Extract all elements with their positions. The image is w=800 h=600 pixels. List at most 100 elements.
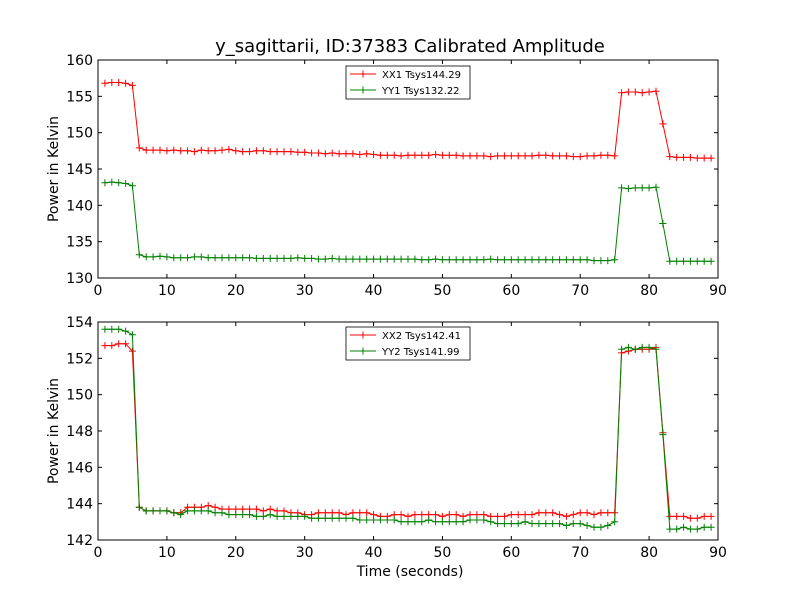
bottom-point-yy2 (397, 518, 405, 526)
top-point-xx1 (459, 152, 467, 160)
bottom-point-xx2 (680, 512, 688, 520)
top-point-xx1 (590, 152, 598, 160)
top-point-yy1 (184, 254, 192, 262)
top-point-yy1 (163, 253, 171, 261)
top-xtick-label: 60 (502, 283, 520, 299)
top-point-yy1 (349, 255, 357, 263)
bottom-point-yy2 (459, 518, 467, 526)
bottom-point-xx2 (686, 514, 694, 522)
bottom-point-yy2 (363, 516, 371, 524)
top-point-yy1 (666, 257, 674, 265)
bottom-point-xx2 (507, 511, 515, 519)
bottom-point-yy2 (618, 345, 626, 353)
bottom-point-yy2 (404, 518, 412, 526)
top-point-xx1 (549, 152, 557, 160)
bottom-point-yy2 (204, 507, 212, 515)
bottom-point-yy2 (624, 343, 632, 351)
bottom-legend-box (345, 326, 471, 361)
top-point-yy1 (404, 255, 412, 263)
bottom-point-xx2 (569, 511, 577, 519)
bottom-point-xx2 (700, 512, 708, 520)
top-point-yy1 (535, 256, 543, 264)
bottom-point-xx2 (514, 511, 522, 519)
top-chart-ylabel: Power in Kelvin (46, 116, 62, 222)
top-point-yy1 (225, 254, 233, 262)
top-ytick-label: 130 (66, 271, 93, 287)
bottom-point-yy2 (638, 343, 646, 351)
bottom-point-yy2 (177, 511, 185, 519)
top-point-yy1 (252, 254, 260, 262)
bottom-ytick-label: 150 (66, 388, 93, 404)
bottom-point-xx2 (101, 342, 109, 350)
top-point-xx1 (280, 148, 288, 156)
bottom-point-xx2 (521, 511, 529, 519)
bottom-xtick-label: 90 (709, 545, 727, 561)
bottom-point-yy2 (308, 514, 316, 522)
top-point-yy1 (218, 254, 226, 262)
top-chart-axes: 0 10 20 30 40 50 60 70 80 90 130 135 140 145 150 155 160 (66, 53, 727, 299)
top-point-xx1 (211, 147, 219, 155)
top-point-yy1 (507, 256, 515, 264)
top-point-xx1 (425, 151, 433, 159)
bottom-chart-axes: 0 10 20 30 40 50 60 70 80 90 142 144 146 148 150 152 154 (66, 315, 727, 561)
top-point-yy1 (480, 256, 488, 264)
bottom-point-xx2 (673, 512, 681, 520)
top-point-xx1 (604, 151, 612, 159)
top-point-yy1 (390, 255, 398, 263)
bottom-point-yy2 (108, 325, 116, 333)
top-point-yy1 (239, 254, 247, 262)
top-point-xx1 (631, 88, 639, 96)
top-xtick-label: 0 (94, 283, 103, 299)
bottom-chart-legend: XX2 Tsys142.41 YY2 Tsys141.99 (345, 326, 471, 361)
top-point-yy1 (659, 220, 667, 227)
bottom-point-xx2 (542, 509, 550, 517)
top-point-yy1 (700, 257, 708, 265)
top-point-xx1 (321, 150, 329, 158)
top-point-xx1 (314, 149, 322, 157)
bottom-point-xx2 (590, 511, 598, 519)
top-point-yy1 (287, 254, 295, 262)
top-point-yy1 (597, 257, 605, 265)
bottom-point-yy2 (287, 512, 295, 520)
bottom-point-xx2 (597, 509, 605, 517)
top-point-yy1 (438, 256, 446, 264)
top-point-xx1 (624, 88, 632, 96)
bottom-point-yy2 (604, 522, 612, 529)
top-point-yy1 (335, 255, 343, 263)
bottom-point-yy2 (652, 345, 660, 353)
top-point-yy1 (280, 254, 288, 262)
bottom-point-yy2 (452, 518, 460, 526)
top-ytick-label: 155 (66, 89, 93, 105)
top-point-yy1 (259, 254, 267, 262)
bottom-point-yy2 (487, 518, 495, 526)
top-point-yy1 (321, 255, 329, 263)
top-point-xx1 (308, 149, 316, 157)
top-point-yy1 (397, 255, 405, 263)
bottom-xtick-label: 60 (502, 545, 520, 561)
top-point-yy1 (686, 257, 694, 265)
top-point-xx1 (514, 152, 522, 160)
top-legend-marker-yy1 (359, 86, 367, 94)
bottom-point-yy2 (349, 514, 357, 522)
bottom-legend-label-xx2: XX2 Tsys142.41 (382, 331, 461, 342)
top-point-xx1 (535, 151, 543, 159)
top-point-xx1 (397, 152, 405, 160)
top-point-yy1 (115, 179, 123, 187)
top-point-xx1 (335, 150, 343, 158)
top-point-xx1 (349, 150, 357, 158)
top-point-yy1 (211, 254, 219, 262)
top-point-xx1 (101, 79, 109, 87)
top-point-xx1 (266, 148, 274, 156)
bottom-point-yy2 (239, 511, 247, 519)
top-point-xx1 (707, 154, 715, 162)
bottom-point-yy2 (535, 520, 543, 528)
top-chart-legend: XX1 Tsys144.29 YY1 Tsys132.22 (345, 65, 471, 100)
bottom-point-yy2 (280, 512, 288, 520)
bottom-point-yy2 (528, 520, 536, 528)
bottom-point-yy2 (170, 509, 178, 517)
bottom-point-yy2 (666, 525, 674, 533)
top-point-yy1 (411, 255, 419, 263)
bottom-point-yy2 (321, 514, 329, 522)
